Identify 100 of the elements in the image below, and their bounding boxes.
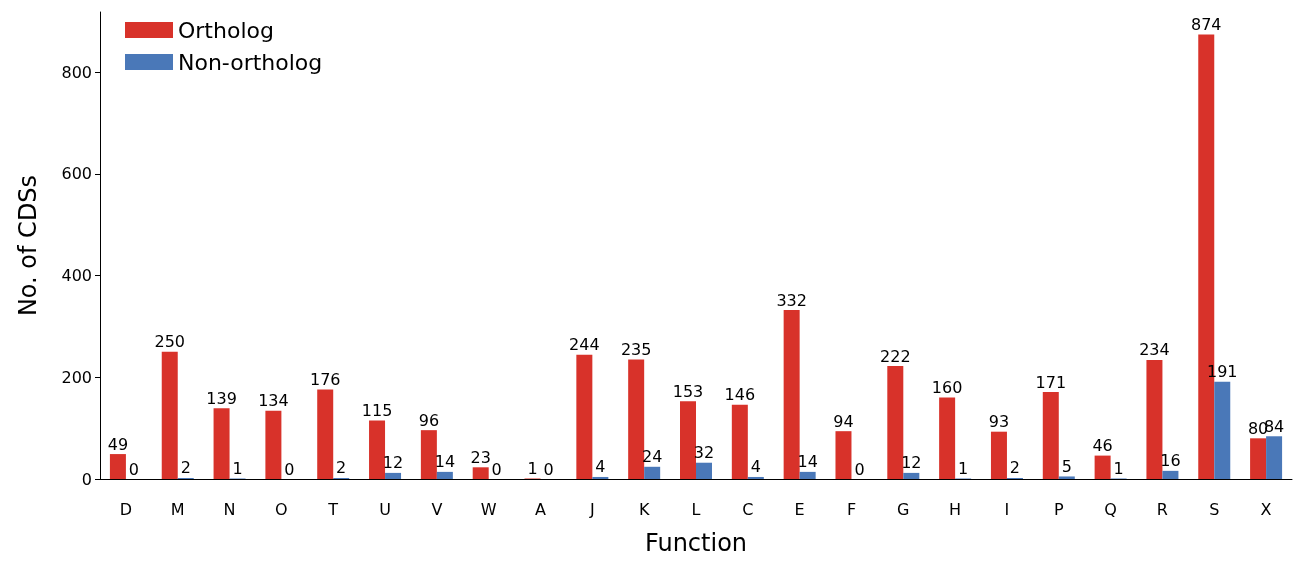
y-tick-label: 800 xyxy=(61,62,92,82)
bar xyxy=(1162,470,1179,479)
bar xyxy=(213,408,230,479)
data-label: 134 xyxy=(258,391,289,411)
x-tick-label: O xyxy=(275,499,288,519)
x-tick-label: D xyxy=(119,499,133,519)
bar xyxy=(887,366,904,479)
bar xyxy=(369,420,386,479)
data-label: 160 xyxy=(931,378,963,398)
bar xyxy=(939,397,956,479)
data-label: 250 xyxy=(154,332,186,352)
bar xyxy=(1058,476,1075,479)
x-tick-label: S xyxy=(1209,499,1220,519)
data-label: 49 xyxy=(107,434,129,454)
x-tick-label: H xyxy=(949,499,962,519)
x-tick-label: R xyxy=(1156,499,1168,519)
bar xyxy=(783,310,800,479)
data-label: 4 xyxy=(595,457,606,477)
data-label: 244 xyxy=(569,335,600,355)
data-label: 0 xyxy=(854,459,865,479)
bar xyxy=(436,471,453,479)
x-tick-label: N xyxy=(223,499,236,519)
x-tick-label: U xyxy=(379,499,391,519)
bar xyxy=(161,351,178,479)
bar xyxy=(420,430,437,479)
y-tick-label: 600 xyxy=(61,164,92,184)
data-label: 96 xyxy=(418,410,440,430)
bar xyxy=(1214,381,1231,479)
data-label: 1 xyxy=(527,458,538,478)
data-label: 12 xyxy=(901,453,922,473)
bar xyxy=(1266,436,1283,479)
data-label: 139 xyxy=(206,388,237,408)
data-label: 115 xyxy=(361,401,393,420)
x-tick-label: E xyxy=(794,499,805,519)
data-label: 94 xyxy=(833,411,854,431)
bar xyxy=(990,431,1007,479)
bar xyxy=(835,431,852,479)
x-tick-label: F xyxy=(846,499,857,519)
data-label: 0 xyxy=(491,459,502,479)
data-label: 23 xyxy=(470,447,491,467)
x-tick-label: J xyxy=(588,499,595,519)
data-label: 171 xyxy=(1035,372,1067,392)
bar xyxy=(628,359,645,479)
data-label: 0 xyxy=(543,459,554,479)
bar xyxy=(1146,359,1163,479)
bar xyxy=(1094,455,1111,479)
y-tick-label: 200 xyxy=(61,367,92,387)
bar xyxy=(644,466,661,479)
data-label: 874 xyxy=(1190,14,1222,34)
x-tick-label: K xyxy=(638,499,650,519)
bar xyxy=(385,472,402,479)
data-label: 0 xyxy=(284,459,295,479)
bar xyxy=(731,404,748,479)
x-tick-label: L xyxy=(691,499,701,519)
data-label: 153 xyxy=(672,381,704,401)
data-label: 5 xyxy=(1061,456,1072,476)
x-tick-label: C xyxy=(742,499,754,519)
bar xyxy=(1042,392,1059,479)
data-label: 176 xyxy=(309,369,341,389)
bar xyxy=(680,401,696,479)
x-axis-title: Function xyxy=(644,529,748,557)
x-tick-label: W xyxy=(480,499,497,519)
bar xyxy=(696,462,712,479)
data-label: 14 xyxy=(797,452,818,472)
bar xyxy=(317,389,334,479)
data-label: 4 xyxy=(750,457,761,477)
x-tick-label: X xyxy=(1260,499,1272,519)
bar xyxy=(747,476,764,479)
x-tick-label: P xyxy=(1053,499,1064,519)
bar xyxy=(472,467,489,479)
y-axis-title: No. of CDSs xyxy=(14,174,42,317)
data-label: 93 xyxy=(988,412,1010,432)
data-label: 235 xyxy=(620,339,652,359)
data-label: 234 xyxy=(1139,340,1170,360)
bar xyxy=(903,472,920,479)
x-tick-label: M xyxy=(170,499,185,519)
x-tick-label: G xyxy=(897,499,910,519)
data-label: 2 xyxy=(1009,458,1021,478)
data-label: 16 xyxy=(1160,451,1181,471)
bar xyxy=(109,454,126,479)
y-tick-label: 0 xyxy=(81,469,92,489)
x-tick-label: A xyxy=(535,499,547,519)
legend-label: Ortholog xyxy=(178,17,274,43)
data-label: 2 xyxy=(180,458,191,478)
data-label: 1 xyxy=(1113,458,1124,478)
data-label: 1 xyxy=(958,458,969,478)
data-label: 332 xyxy=(776,290,807,310)
data-label: 1 xyxy=(232,458,243,478)
bar xyxy=(265,410,282,479)
y-tick-label: 400 xyxy=(61,266,92,286)
bar xyxy=(592,476,609,479)
bar xyxy=(799,471,816,479)
data-label: 0 xyxy=(128,459,140,479)
data-label: 222 xyxy=(880,346,911,366)
x-tick-label: Q xyxy=(1104,499,1117,519)
data-label: 146 xyxy=(724,385,756,405)
data-label: 2 xyxy=(336,458,347,478)
bar xyxy=(576,354,593,479)
data-label: 46 xyxy=(1092,436,1113,456)
x-tick-label: V xyxy=(431,499,443,519)
